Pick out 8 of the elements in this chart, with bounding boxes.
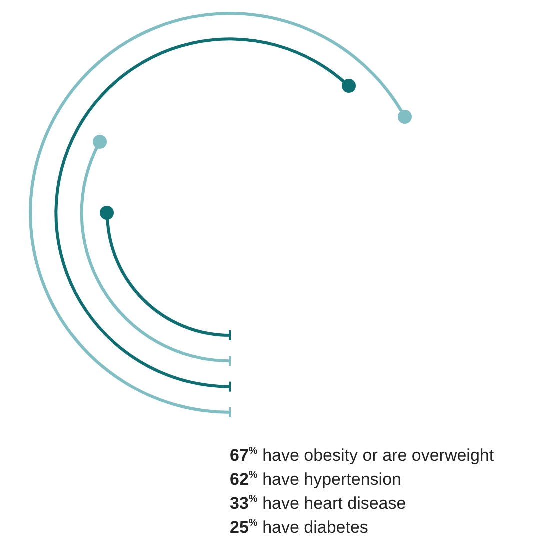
category-label: have obesity or are overweight — [262, 446, 494, 465]
data-label: 33$^{%}$ — [230, 494, 258, 513]
category-label: have diabetes — [262, 518, 368, 537]
data-label: 62$^{%}$ — [230, 470, 258, 489]
data-label: 25$^{%}$ — [230, 518, 258, 537]
data-label: 67$^{%}$ — [230, 446, 258, 465]
category-label: have heart disease — [262, 494, 406, 513]
category-label: have hypertension — [262, 470, 402, 489]
